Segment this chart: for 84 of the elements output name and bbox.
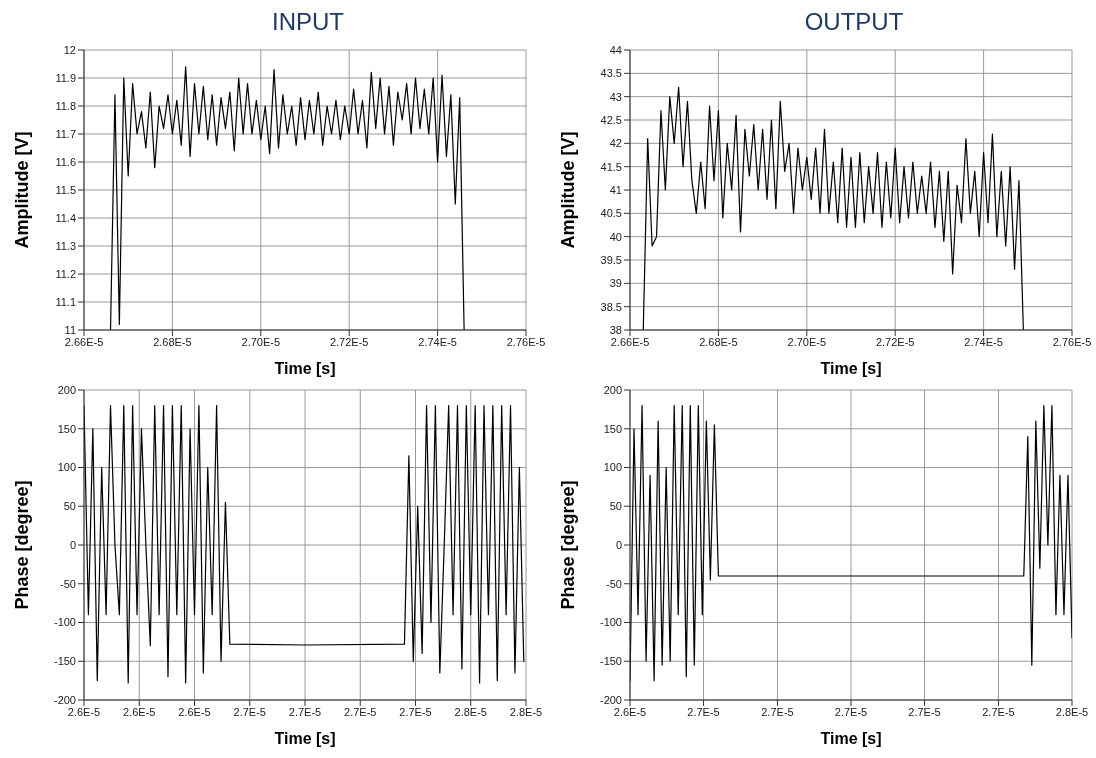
y-axis-title: Amplitude [V] xyxy=(12,131,33,249)
y-tick-label: 100 xyxy=(603,461,622,474)
y-tick-label: 38.5 xyxy=(600,300,622,313)
line-series xyxy=(109,66,465,330)
x-tick-label: 2.7E-5 xyxy=(687,705,720,718)
x-tick-label: 2.72E-5 xyxy=(875,335,915,348)
chart-title: INPUT xyxy=(271,8,345,37)
x-tick-label: 2.6E-5 xyxy=(67,705,101,718)
y-tick-label: 11.9 xyxy=(55,71,76,84)
y-tick-label: 40 xyxy=(609,230,622,243)
line-series xyxy=(630,404,1072,682)
y-tick-label: 43 xyxy=(609,90,622,103)
x-tick-label: 2.66E-5 xyxy=(64,335,104,348)
y-tick-label: 0 xyxy=(615,538,622,551)
y-tick-label: 11 xyxy=(64,323,76,336)
y-tick-label: 50 xyxy=(63,500,76,513)
x-tick-label: 2.8E-5 xyxy=(1055,705,1089,718)
x-tick-label: 2.7E-5 xyxy=(761,705,794,718)
y-tick-label: 50 xyxy=(609,500,622,513)
x-tick-label: 2.7E-5 xyxy=(344,705,377,718)
x-tick-label: 2.7E-5 xyxy=(982,705,1015,718)
y-axis-title: Phase [degree] xyxy=(12,480,33,610)
x-tick-label: 2.7E-5 xyxy=(233,705,266,718)
y-tick-label: 150 xyxy=(57,422,76,435)
y-tick-label: 43.5 xyxy=(600,67,622,80)
x-tick-label: 2.8E-5 xyxy=(509,705,543,718)
y-axis-title: Phase [degree] xyxy=(558,480,579,610)
y-tick-label: -100 xyxy=(599,616,622,629)
y-tick-label: 100 xyxy=(57,461,76,474)
y-tick-label: 11.2 xyxy=(55,267,76,280)
y-tick-label: -150 xyxy=(53,655,76,668)
y-tick-label: 12 xyxy=(63,43,76,56)
line-series xyxy=(84,404,525,684)
y-tick-label: 42.5 xyxy=(600,113,622,126)
y-tick-label: -200 xyxy=(53,693,76,706)
x-tick-label: 2.7E-5 xyxy=(288,705,322,718)
y-tick-label: 39 xyxy=(609,277,622,290)
y-tick-label: -100 xyxy=(53,616,76,629)
y-tick-label: 11.6 xyxy=(55,155,76,168)
x-tick-label: 2.74E-5 xyxy=(418,335,457,348)
y-tick-label: 11.5 xyxy=(55,183,76,196)
x-tick-label: 2.76E-5 xyxy=(1052,335,1092,348)
y-tick-label: 38 xyxy=(609,323,622,336)
y-tick-label: 11.4 xyxy=(55,211,76,224)
x-axis-title: Time [s] xyxy=(274,730,336,747)
x-axis-title: Time [s] xyxy=(820,360,882,377)
x-tick-label: 2.7E-5 xyxy=(834,705,868,718)
y-tick-label: 41 xyxy=(609,183,622,196)
x-tick-label: 2.76E-5 xyxy=(506,335,546,348)
y-tick-label: 42 xyxy=(609,137,622,150)
y-tick-label: 44 xyxy=(609,43,622,56)
y-axis-title: Amplitude [V] xyxy=(558,131,579,249)
x-tick-label: 2.6E-5 xyxy=(123,705,156,718)
y-tick-label: 41.5 xyxy=(600,160,622,173)
y-tick-label: -200 xyxy=(599,693,622,706)
y-tick-label: 11.8 xyxy=(55,99,76,112)
x-tick-label: 2.68E-5 xyxy=(699,335,738,348)
y-tick-label: -50 xyxy=(606,577,622,590)
y-tick-label: -50 xyxy=(60,577,76,590)
x-axis-title: Time [s] xyxy=(820,730,882,747)
y-tick-label: -150 xyxy=(599,655,622,668)
x-tick-label: 2.70E-5 xyxy=(787,335,827,348)
x-tick-label: 2.8E-5 xyxy=(454,705,487,718)
y-tick-label: 0 xyxy=(69,538,76,551)
x-tick-label: 2.70E-5 xyxy=(241,335,281,348)
x-tick-label: 2.66E-5 xyxy=(610,335,650,348)
x-tick-label: 2.72E-5 xyxy=(329,335,369,348)
y-tick-label: 39.5 xyxy=(600,253,622,266)
y-tick-label: 11.1 xyxy=(55,295,76,308)
y-tick-label: 150 xyxy=(603,422,622,435)
x-axis-title: Time [s] xyxy=(274,360,336,377)
x-tick-label: 2.74E-5 xyxy=(964,335,1003,348)
x-tick-label: 2.7E-5 xyxy=(908,705,941,718)
y-tick-label: 11.3 xyxy=(55,239,76,252)
y-tick-label: 200 xyxy=(57,383,76,396)
x-tick-label: 2.6E-5 xyxy=(178,705,211,718)
x-tick-label: 2.7E-5 xyxy=(399,705,432,718)
chart-title: OUTPUT xyxy=(803,8,905,37)
y-tick-label: 40.5 xyxy=(600,207,622,220)
y-tick-label: 200 xyxy=(603,383,622,396)
x-tick-label: 2.68E-5 xyxy=(153,335,192,348)
y-tick-label: 11.7 xyxy=(55,127,76,140)
line-series xyxy=(642,86,1024,330)
x-tick-label: 2.6E-5 xyxy=(613,705,647,718)
